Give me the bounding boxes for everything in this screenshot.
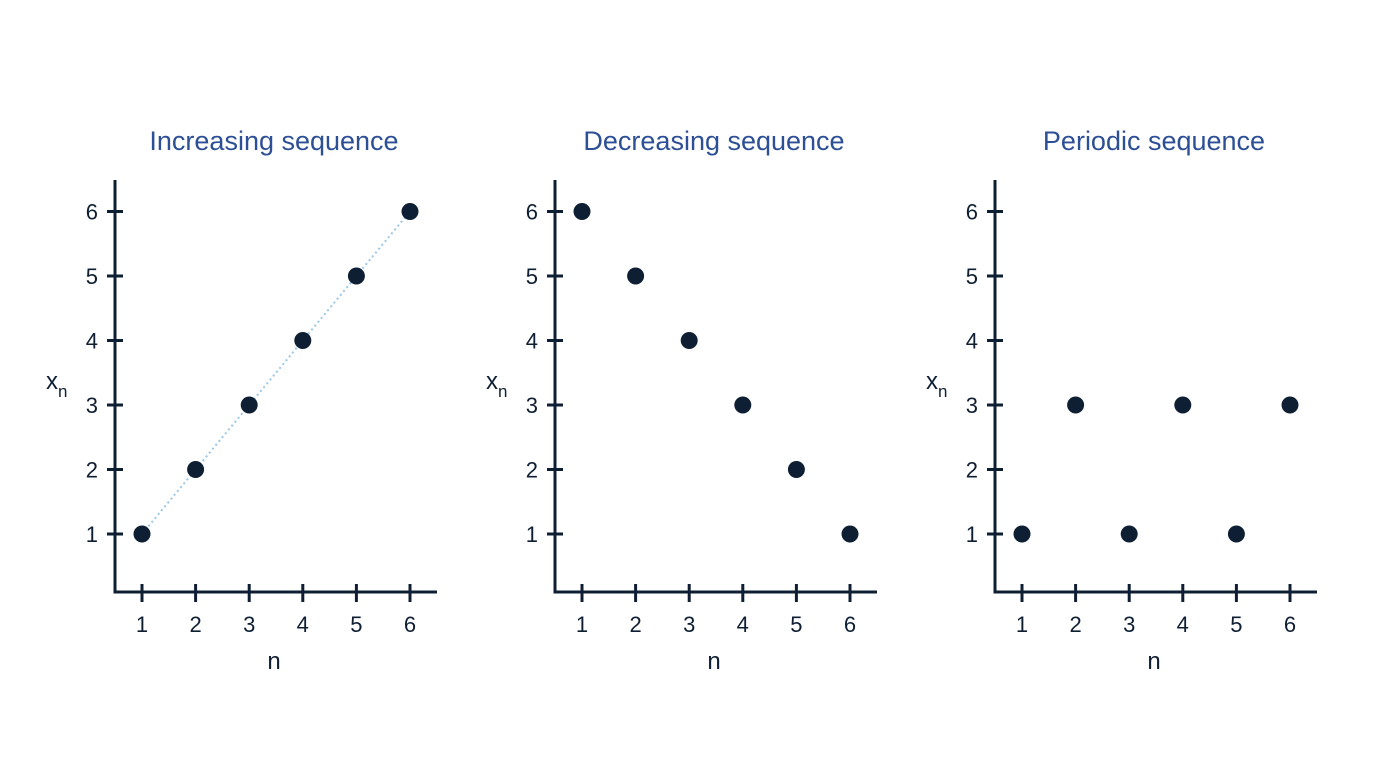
y-tick-label: 4 [86, 329, 98, 354]
data-point [187, 461, 205, 478]
data-point [627, 267, 645, 285]
x-tick-label: 1 [576, 612, 588, 637]
y-tick-label: 2 [526, 458, 538, 483]
x-tick-label: 4 [297, 612, 309, 637]
y-axis-label-main: x [486, 368, 498, 395]
data-point [133, 525, 151, 543]
x-tick-label: 2 [189, 612, 201, 637]
x-axis-label: n [267, 648, 280, 675]
x-tick-label: 4 [737, 612, 749, 637]
data-point [1120, 525, 1138, 543]
y-tick-label: 1 [86, 522, 98, 547]
y-tick-label: 3 [966, 393, 978, 418]
y-tick-label: 4 [526, 329, 538, 354]
y-axis-label: xn [926, 368, 947, 401]
y-tick-label: 4 [966, 329, 978, 354]
x-tick-label: 6 [844, 612, 856, 637]
chart-title: Periodic sequence [1043, 126, 1265, 156]
y-tick-label: 6 [86, 200, 98, 225]
y-tick-label: 2 [966, 458, 978, 483]
y-tick-label: 3 [86, 393, 98, 418]
x-tick-label: 1 [1016, 612, 1028, 637]
y-tick-label: 2 [86, 458, 98, 483]
data-point [1227, 525, 1245, 543]
y-tick-label: 5 [966, 264, 978, 289]
x-axis-label: n [707, 648, 720, 675]
y-axis-label: xn [46, 368, 67, 401]
x-tick-label: 5 [790, 612, 802, 637]
data-point [1174, 396, 1192, 414]
y-tick-label: 6 [526, 200, 538, 225]
chart-title: Increasing sequence [149, 126, 398, 156]
x-tick-label: 1 [136, 612, 148, 637]
y-axis-label: xn [486, 368, 507, 401]
y-axis-label-main: x [926, 368, 938, 395]
data-point [347, 267, 365, 285]
x-tick-label: 5 [1230, 612, 1242, 637]
connector-line [141, 210, 411, 535]
y-axis-label-subscript: n [938, 382, 947, 401]
y-axis-label-subscript: n [58, 382, 67, 401]
data-point [401, 203, 419, 220]
y-tick-label: 1 [526, 522, 538, 547]
x-tick-label: 3 [1123, 612, 1135, 637]
y-tick-label: 3 [526, 393, 538, 418]
x-tick-label: 4 [1177, 612, 1189, 637]
x-tick-label: 5 [350, 612, 362, 637]
y-tick-label: 6 [966, 200, 978, 225]
x-tick-label: 6 [1284, 612, 1296, 637]
data-point [841, 525, 859, 543]
x-tick-label: 2 [1069, 612, 1081, 637]
data-point [573, 203, 591, 220]
data-point [1281, 396, 1299, 414]
x-axis-label: n [1147, 648, 1160, 675]
x-tick-label: 3 [683, 612, 695, 637]
y-tick-label: 5 [86, 264, 98, 289]
y-axis-label-subscript: n [498, 382, 507, 401]
y-tick-label: 5 [526, 264, 538, 289]
x-tick-label: 2 [629, 612, 641, 637]
x-tick-label: 6 [404, 612, 416, 637]
data-point [734, 396, 752, 414]
data-point [294, 332, 312, 349]
y-tick-label: 1 [966, 522, 978, 547]
x-tick-label: 3 [243, 612, 255, 637]
data-point [1013, 525, 1031, 543]
chart-title: Decreasing sequence [583, 126, 844, 156]
data-point [787, 461, 805, 478]
data-point [240, 396, 258, 414]
data-point [680, 332, 698, 349]
data-point [1067, 396, 1085, 414]
y-axis-label-main: x [46, 368, 58, 395]
